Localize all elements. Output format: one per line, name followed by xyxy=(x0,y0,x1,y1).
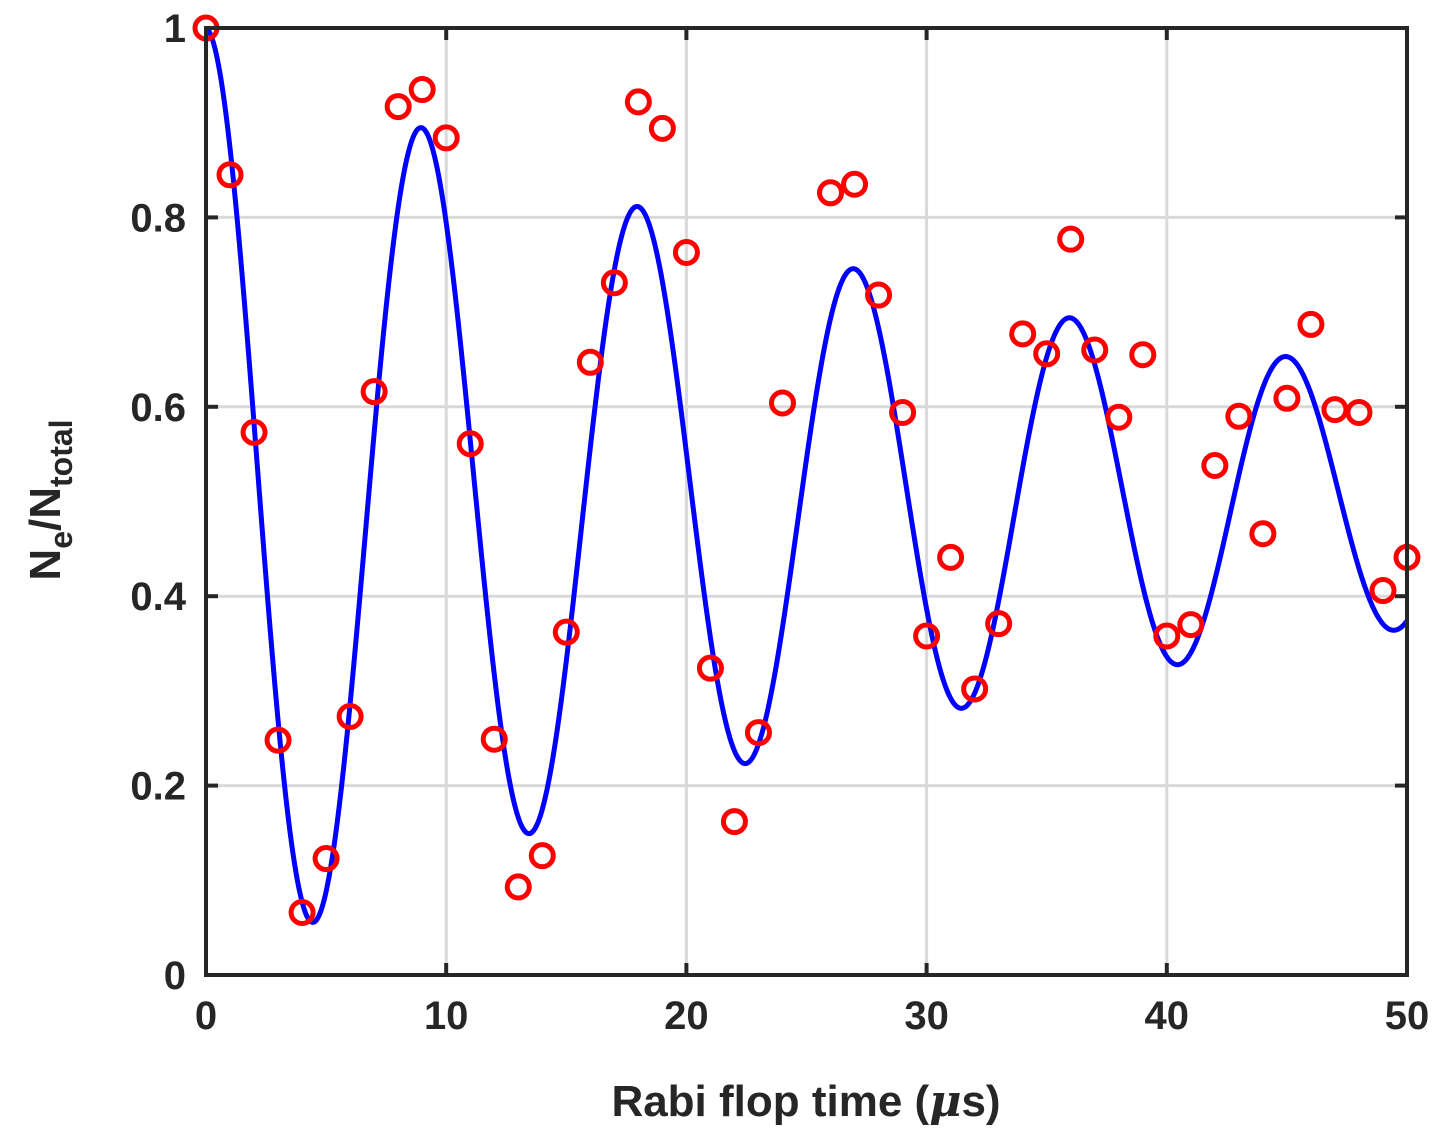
data-point-6 xyxy=(336,702,364,730)
data-point-15 xyxy=(552,618,580,646)
data-point-13 xyxy=(504,873,532,901)
data-point-21 xyxy=(696,654,724,682)
data-point-11 xyxy=(456,430,484,458)
tick-marks xyxy=(204,26,1409,977)
data-point-20 xyxy=(672,238,700,266)
data-point-26 xyxy=(841,170,869,198)
data-point-22 xyxy=(720,808,748,836)
y-axis-label: Ne/Ntotal xyxy=(21,419,79,580)
x-tick-label-0: 0 xyxy=(195,994,217,1038)
data-points-group xyxy=(192,14,1421,926)
axes-box xyxy=(204,26,1409,977)
x-tick-label-5: 50 xyxy=(1385,994,1430,1038)
data-point-19 xyxy=(648,114,676,142)
data-point-25 xyxy=(817,179,845,207)
y-tick-label-2: 0.4 xyxy=(130,575,186,619)
y-tick-label-3: 0.6 xyxy=(130,386,186,430)
data-point-24 xyxy=(768,389,796,417)
y-tick-label-1: 0.2 xyxy=(130,765,186,809)
y-tick-label-5: 1 xyxy=(164,7,186,51)
fit-curve xyxy=(204,26,1409,925)
data-point-9 xyxy=(408,76,436,104)
data-point-47 xyxy=(1345,398,1373,426)
data-point-35 xyxy=(1057,225,1085,253)
data-point-34 xyxy=(1033,340,1061,368)
data-point-8 xyxy=(384,93,412,121)
x-tick-label-2: 20 xyxy=(664,994,709,1038)
y-tick-label-0: 0 xyxy=(164,954,186,998)
data-point-23 xyxy=(744,719,772,747)
x-tick-label-4: 40 xyxy=(1145,994,1190,1038)
data-point-42 xyxy=(1225,402,1253,430)
x-axis-label: Rabi flop time (μs) xyxy=(611,1076,1000,1127)
data-point-1 xyxy=(216,161,244,189)
data-point-3 xyxy=(264,726,292,754)
data-point-44 xyxy=(1273,384,1301,412)
fit-curve-group xyxy=(204,26,1409,925)
data-point-36 xyxy=(1081,336,1109,364)
data-point-4 xyxy=(288,898,316,926)
data-point-10 xyxy=(432,124,460,152)
data-point-5 xyxy=(312,845,340,873)
data-point-33 xyxy=(1009,320,1037,348)
data-point-37 xyxy=(1105,403,1133,431)
data-point-16 xyxy=(576,348,604,376)
data-point-2 xyxy=(240,418,268,446)
data-point-14 xyxy=(528,842,556,870)
data-point-43 xyxy=(1249,520,1277,548)
data-point-32 xyxy=(985,610,1013,638)
data-point-38 xyxy=(1129,341,1157,369)
data-point-17 xyxy=(600,269,628,297)
data-point-31 xyxy=(961,675,989,703)
x-tick-label-3: 30 xyxy=(904,994,949,1038)
data-point-30 xyxy=(937,543,965,571)
data-point-18 xyxy=(624,88,652,116)
data-point-28 xyxy=(889,398,917,426)
data-point-12 xyxy=(480,725,508,753)
data-point-39 xyxy=(1153,622,1181,650)
data-point-48 xyxy=(1369,577,1397,605)
y-tick-label-4: 0.8 xyxy=(130,196,186,240)
data-point-7 xyxy=(360,378,388,406)
data-point-40 xyxy=(1177,611,1205,639)
x-tick-label-1: 10 xyxy=(424,994,469,1038)
x-tick-labels: 0 10 20 30 40 50 xyxy=(195,994,1429,1038)
data-point-41 xyxy=(1201,452,1229,480)
data-point-45 xyxy=(1297,310,1325,338)
y-tick-labels: 0 0.2 0.4 0.6 0.8 1 xyxy=(130,7,186,998)
data-point-29 xyxy=(913,622,941,650)
plot-frame xyxy=(204,26,1409,977)
data-point-27 xyxy=(865,281,893,309)
